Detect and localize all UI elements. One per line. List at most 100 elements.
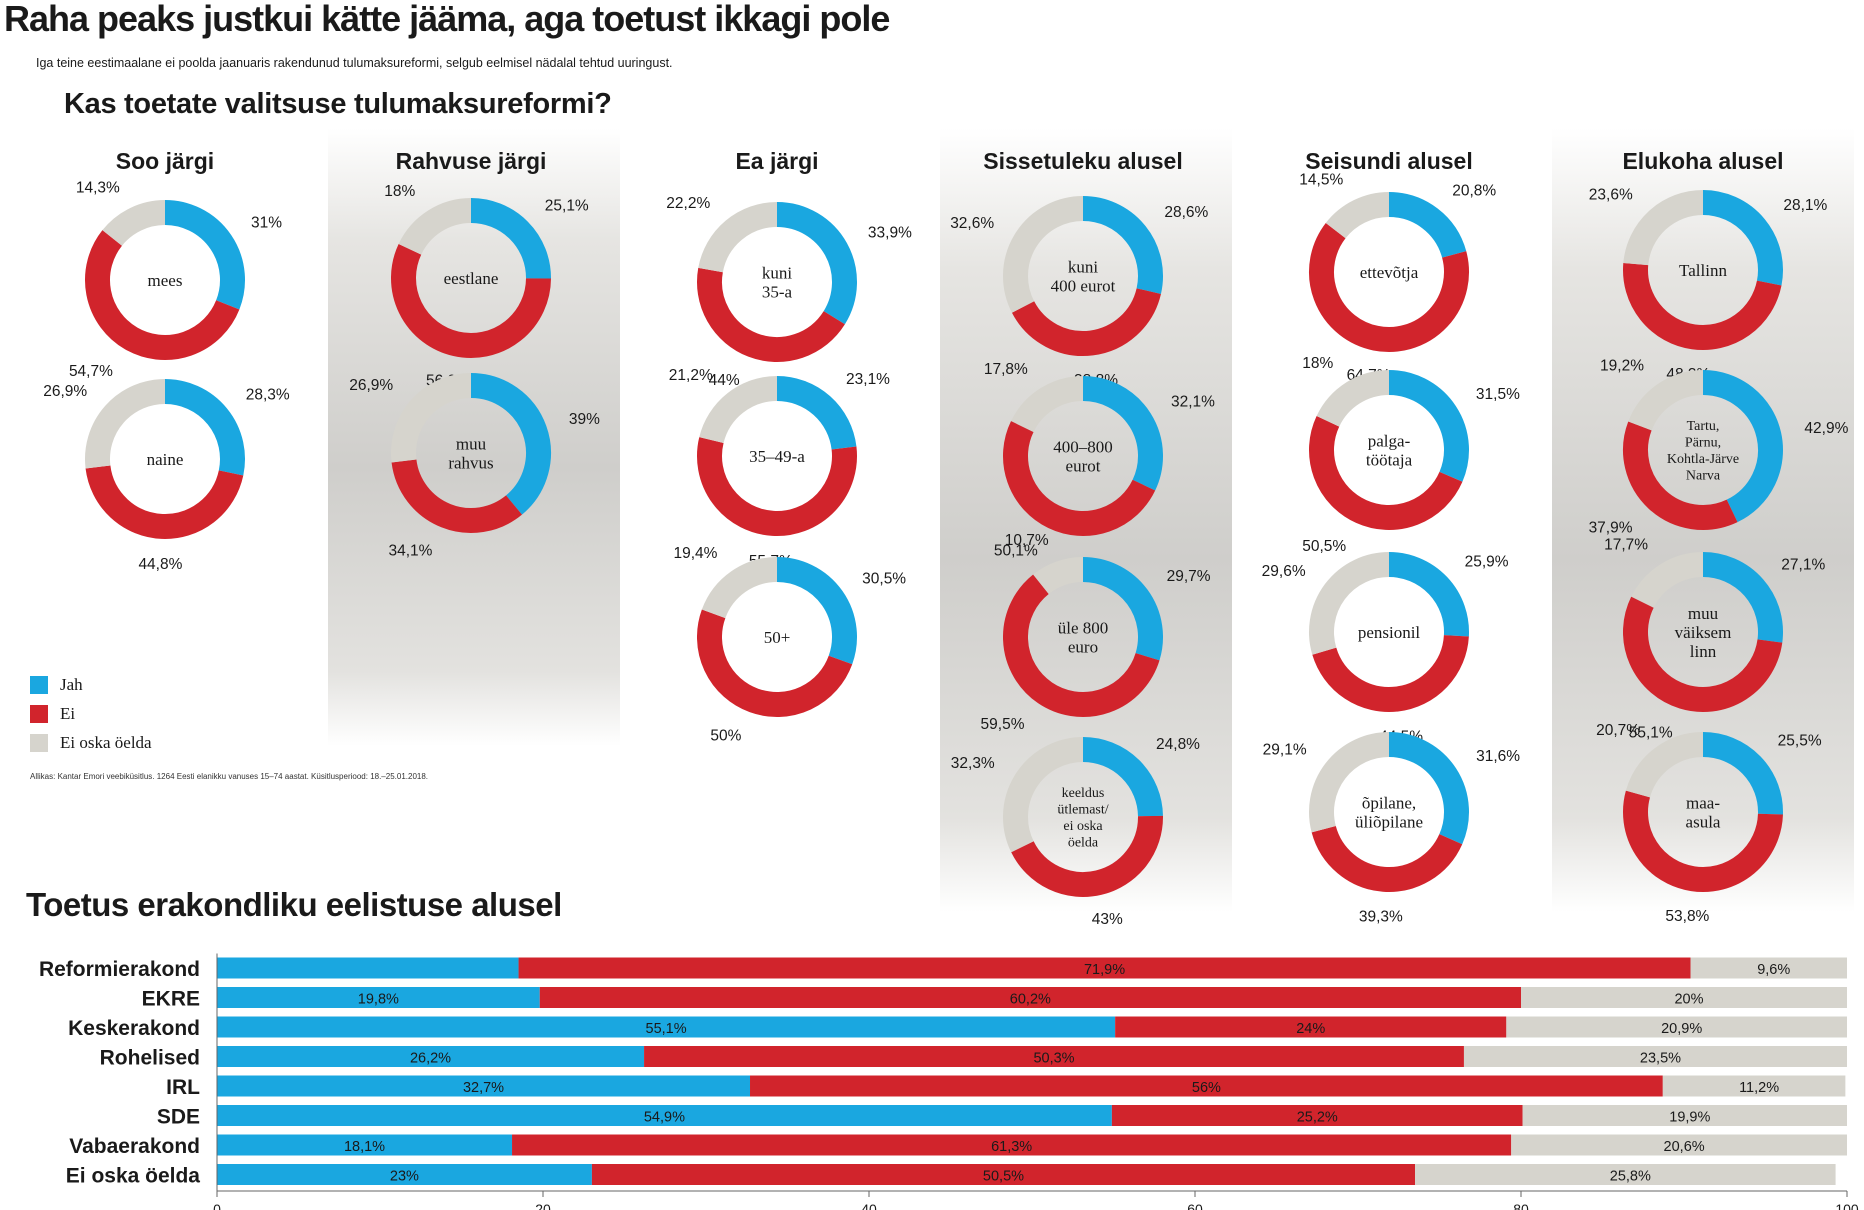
- bar-segment-dont-know: [1463, 1046, 1847, 1067]
- donut-segment-yes: [776, 557, 857, 665]
- donut-value-label: 21,2%: [669, 367, 713, 384]
- donut-value-label: 10,7%: [1005, 532, 1049, 549]
- donut-center-label: maa-: [1686, 793, 1720, 812]
- donut-segment-yes: [1082, 557, 1163, 661]
- donut-segment-yes: [1082, 737, 1163, 817]
- donut-value-label: 20,7%: [1596, 722, 1640, 739]
- bar-category-label: IRL: [166, 1076, 200, 1099]
- bar-value-label: 24%: [1296, 1021, 1325, 1037]
- bar-x-tick-label: 20: [535, 1201, 551, 1210]
- donut-segment-dont-know: [1309, 732, 1390, 833]
- donut-value-label: 20,8%: [1452, 182, 1496, 199]
- donut-value-label: 25,9%: [1465, 554, 1509, 571]
- donut-segment-no: [1309, 222, 1469, 352]
- donut-center-label: pensionil: [1358, 623, 1421, 642]
- donut-value-label: 44,8%: [138, 556, 182, 573]
- donut-segment-dont-know: [1325, 192, 1390, 239]
- donut-segment-no: [1002, 420, 1156, 537]
- donut-center-label: ütlemast/: [1057, 803, 1108, 818]
- bar-segment-yes: [217, 1016, 1116, 1038]
- donut-value-label: 28,6%: [1164, 204, 1208, 221]
- donut-center-label: Pärnu,: [1685, 436, 1721, 451]
- donut-segment-dont-know: [1003, 737, 1084, 853]
- bar-value-label: 23,5%: [1640, 1051, 1681, 1067]
- donut-segment-dont-know: [1631, 552, 1704, 609]
- donut-center-label: keeldus: [1062, 786, 1105, 801]
- donut-segment-yes: [1702, 552, 1783, 643]
- donut-value-label: 29,6%: [1262, 563, 1306, 580]
- donut-segment-dont-know: [391, 373, 472, 463]
- group-title: Soo järgi: [116, 148, 214, 174]
- donut-value-label: 25,5%: [1778, 733, 1822, 750]
- donut-value-label: 22,2%: [666, 195, 710, 212]
- donut-center-label: euro: [1068, 637, 1098, 656]
- donut-value-label: 25,1%: [545, 198, 589, 215]
- donut-segment-yes: [776, 202, 857, 325]
- donut-segment-yes: [1388, 370, 1469, 482]
- bar-category-label: Vabaerakond: [69, 1135, 200, 1158]
- bar-segment-dont-know: [1662, 1075, 1846, 1097]
- bar-value-label: 71,9%: [1084, 962, 1125, 978]
- bar-value-label: 9,6%: [1757, 962, 1790, 978]
- donut-segment-dont-know: [1625, 732, 1704, 798]
- donut-segment-no: [85, 465, 244, 539]
- donut-segment-yes: [164, 379, 245, 476]
- donut-segment-no: [1623, 790, 1783, 892]
- donut-segment-no: [697, 267, 845, 362]
- donut-center-label: öelda: [1068, 836, 1099, 851]
- donut-segment-dont-know: [1011, 376, 1084, 433]
- bar-value-label: 54,9%: [644, 1110, 685, 1126]
- donut-center-label: töötaja: [1366, 450, 1413, 469]
- headline: Raha peaks justkui kätte jääma, aga toet…: [4, 0, 890, 39]
- donut-center-label: muu: [1688, 604, 1719, 623]
- donut-segment-no: [85, 230, 240, 360]
- donut-segment-dont-know: [1033, 557, 1084, 595]
- donut-value-label: 43%: [1092, 911, 1123, 928]
- donut-section-title: Kas toetate valitsuse tulumaksureformi?: [64, 88, 612, 120]
- bar-value-label: 50,3%: [1033, 1051, 1074, 1067]
- donut-segment-dont-know: [1309, 552, 1390, 655]
- donut-segment-no: [1011, 815, 1163, 897]
- donut-center-label: asula: [1686, 812, 1721, 831]
- bar-x-tick-label: 40: [861, 1201, 877, 1210]
- donut-center-label: väiksem: [1675, 623, 1732, 642]
- donut-value-label: 31%: [251, 215, 282, 232]
- panel-background-rahvus: [328, 128, 620, 746]
- bar-segment-dont-know: [1415, 1164, 1836, 1185]
- donut-segment-yes: [1702, 190, 1783, 286]
- donut-value-label: 32,3%: [951, 755, 995, 772]
- donut-segment-yes: [470, 198, 551, 279]
- donut-center-label: Tartu,: [1687, 419, 1720, 434]
- donut-value-label: 18%: [384, 183, 415, 200]
- donut-value-label: 17,7%: [1604, 537, 1648, 554]
- bar-value-label: 56%: [1192, 1080, 1221, 1096]
- bar-x-tick-label: 0: [213, 1201, 221, 1210]
- donut-segment-yes: [1082, 376, 1163, 491]
- bar-value-label: 60,2%: [1010, 992, 1051, 1008]
- donut-segment-yes: [1702, 732, 1783, 815]
- donut-segment-dont-know: [1623, 190, 1704, 266]
- donut-value-label: 28,3%: [246, 386, 290, 403]
- donut-value-label: 44%: [709, 372, 740, 389]
- bar-segment-yes: [217, 1134, 513, 1156]
- donut-value-label: 26,9%: [349, 377, 393, 394]
- bar-segment-no: [591, 1164, 1416, 1185]
- donut-segment-dont-know: [1628, 370, 1704, 431]
- donut-segment-no: [1011, 287, 1161, 356]
- bar-segment-no: [518, 957, 1691, 979]
- donut-value-label: 50,1%: [994, 543, 1038, 560]
- bar-value-label: 19,9%: [1669, 1110, 1710, 1126]
- donut-center-label: õpilane,: [1362, 793, 1416, 812]
- donut-segment-no: [697, 437, 857, 536]
- bar-x-tick-label: 100: [1835, 1201, 1859, 1210]
- bar-value-label: 20%: [1674, 992, 1703, 1008]
- legend: Jah Ei Ei oska öelda: [30, 670, 152, 757]
- donut-center-label: 35-a: [762, 282, 793, 301]
- donut-center-label: palga-: [1368, 431, 1411, 450]
- bar-value-label: 23%: [390, 1169, 419, 1185]
- donut-value-label: 29,7%: [1167, 568, 1211, 585]
- donut-segment-no: [1623, 596, 1783, 712]
- subline: Iga teine eestimaalane ei poolda jaanuar…: [36, 56, 673, 70]
- donut-center-label: linn: [1690, 642, 1717, 661]
- donut-segment-no: [1623, 262, 1782, 350]
